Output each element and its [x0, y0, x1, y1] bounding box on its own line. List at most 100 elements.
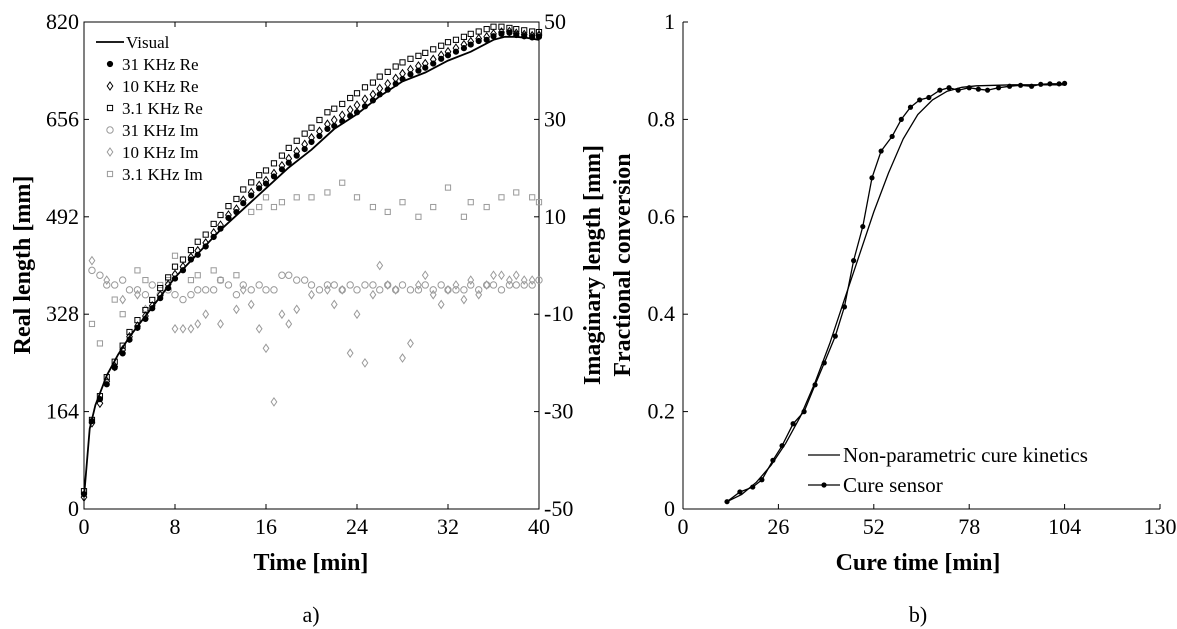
- data-point-3-1-khz-im: [194, 272, 201, 279]
- data-point-3-1-khz-re: [513, 26, 520, 33]
- legend-label-cure-sensor: Cure sensor: [843, 473, 943, 497]
- data-point-3-1-khz-re: [535, 28, 543, 36]
- legend-swatch-3-1-khz-re: [106, 104, 114, 112]
- data-point-10-khz-im: [520, 275, 528, 285]
- data-point-31-khz-im: [270, 286, 278, 294]
- legend-swatch-31-khz-re: [106, 60, 114, 68]
- data-point-3-1-khz-re: [376, 73, 383, 80]
- data-point-31-khz-im: [460, 286, 468, 294]
- data-point-10-khz-im: [103, 275, 111, 285]
- x-tick-label-b: 52: [863, 514, 885, 539]
- data-point-10-khz-re: [80, 492, 88, 502]
- data-point-3-1-khz-re: [422, 49, 429, 56]
- data-point-10-khz-im: [239, 284, 247, 295]
- data-point-31-khz-im: [346, 281, 354, 289]
- data-point-cure-sensor: [975, 86, 981, 92]
- data-point-10-khz-re: [452, 43, 460, 54]
- legend-label-31-khz-im: 31 KHz Im: [122, 121, 198, 140]
- data-point-3-1-khz-re: [301, 130, 308, 137]
- data-point-3-1-khz-re: [171, 263, 179, 270]
- data-point-10-khz-im: [361, 358, 369, 368]
- data-point-3-1-khz-re: [452, 36, 460, 43]
- y2-axis-label-a: Imaginary length [mm]: [580, 145, 606, 385]
- data-point-3-1-khz-re: [347, 94, 354, 102]
- data-point-cure-sensor: [737, 489, 743, 495]
- data-point-10-khz-im: [452, 280, 460, 290]
- data-point-31-khz-im: [216, 276, 225, 284]
- data-point-10-khz-im: [437, 299, 445, 310]
- data-point-cure-sensor: [946, 85, 952, 91]
- x-tick-label-a: 24: [346, 514, 368, 539]
- y-tick-label-b: 0.4: [648, 301, 676, 326]
- data-point-10-khz-re: [490, 29, 497, 39]
- data-point-10-khz-im: [330, 299, 338, 310]
- data-point-10-khz-re: [255, 180, 263, 191]
- data-point-cure-sensor: [1062, 80, 1068, 86]
- data-point-3-1-khz-re: [225, 203, 232, 210]
- data-point-3-1-khz-re: [521, 27, 528, 34]
- y2-tick-label-a: -10: [544, 301, 573, 326]
- data-point-10-khz-im: [171, 323, 179, 334]
- data-point-10-khz-re: [437, 50, 445, 61]
- y2-tick-label-a: 10: [544, 204, 566, 229]
- data-point-3-1-khz-re: [392, 63, 399, 70]
- data-point-3-1-khz-re: [142, 306, 149, 314]
- data-point-10-khz-im: [134, 289, 141, 300]
- data-point-3-1-khz-re: [460, 33, 468, 40]
- data-point-10-khz-im: [187, 323, 195, 334]
- x-tick-label-b: 78: [958, 514, 980, 539]
- data-point-3-1-khz-re: [316, 116, 323, 124]
- data-point-cure-sensor: [937, 87, 943, 93]
- data-point-3-1-khz-re: [467, 30, 474, 37]
- y-tick-label-b: 0.8: [648, 106, 676, 131]
- y-tick-label-b: 0.6: [648, 204, 676, 229]
- x-tick-label-a: 16: [255, 514, 277, 539]
- data-point-10-khz-im: [421, 270, 429, 281]
- data-point-cure-sensor: [926, 94, 932, 101]
- data-point-10-khz-im: [384, 280, 392, 290]
- legend-swatch-10-khz-re: [106, 81, 114, 91]
- data-point-3-1-khz-im: [119, 311, 126, 318]
- data-point-3-1-khz-re: [353, 90, 361, 97]
- data-point-10-khz-im: [475, 289, 483, 300]
- data-point-31-khz-im: [528, 281, 536, 289]
- data-point-3-1-khz-im: [270, 203, 278, 211]
- legend-label-3-1-khz-re: 3.1 KHz Re: [122, 99, 203, 118]
- data-point-10-khz-im: [490, 270, 497, 281]
- data-point-31-khz-im: [255, 281, 263, 289]
- data-point-3-1-khz-im: [308, 194, 315, 201]
- y-tick-label-a: 328: [46, 301, 79, 326]
- legend-label-10-khz-im: 10 KHz Im: [122, 143, 198, 162]
- data-point-3-1-khz-re: [490, 23, 497, 30]
- data-point-3-1-khz-im: [142, 277, 149, 284]
- data-point-cure-sensor: [750, 484, 756, 490]
- data-point-3-1-khz-im: [187, 277, 195, 284]
- data-point-31-khz-im: [293, 276, 301, 284]
- data-point-3-1-khz-re: [157, 284, 164, 292]
- data-point-cure-sensor: [851, 258, 857, 264]
- data-point-10-khz-re: [324, 119, 331, 130]
- data-point-10-khz-re: [475, 33, 483, 44]
- legend-label-31-khz-re: 31 KHz Re: [122, 55, 198, 74]
- data-point-3-1-khz-im: [498, 194, 505, 201]
- data-point-31-khz-im: [452, 286, 460, 294]
- data-point-3-1-khz-im: [248, 208, 255, 216]
- data-point-3-1-khz-im: [369, 203, 377, 211]
- data-point-3-1-khz-re: [194, 238, 201, 245]
- data-point-10-khz-im: [353, 309, 361, 320]
- data-point-3-1-khz-re: [324, 109, 331, 116]
- data-point-10-khz-re: [247, 187, 255, 198]
- data-point-10-khz-im: [179, 323, 187, 334]
- data-point-cure-sensor: [995, 85, 1002, 91]
- y-tick-label-b: 1: [664, 9, 675, 34]
- data-point-cure-sensor: [869, 175, 875, 181]
- data-point-31-khz-im: [475, 286, 483, 294]
- data-point-3-1-khz-re: [134, 317, 141, 324]
- data-point-31-khz-im: [535, 276, 543, 284]
- data-point-3-1-khz-im: [415, 213, 422, 220]
- data-point-10-khz-im: [285, 319, 293, 329]
- data-point-10-khz-im: [512, 270, 520, 281]
- data-point-3-1-khz-re: [339, 100, 346, 108]
- data-point-10-khz-re: [330, 115, 338, 125]
